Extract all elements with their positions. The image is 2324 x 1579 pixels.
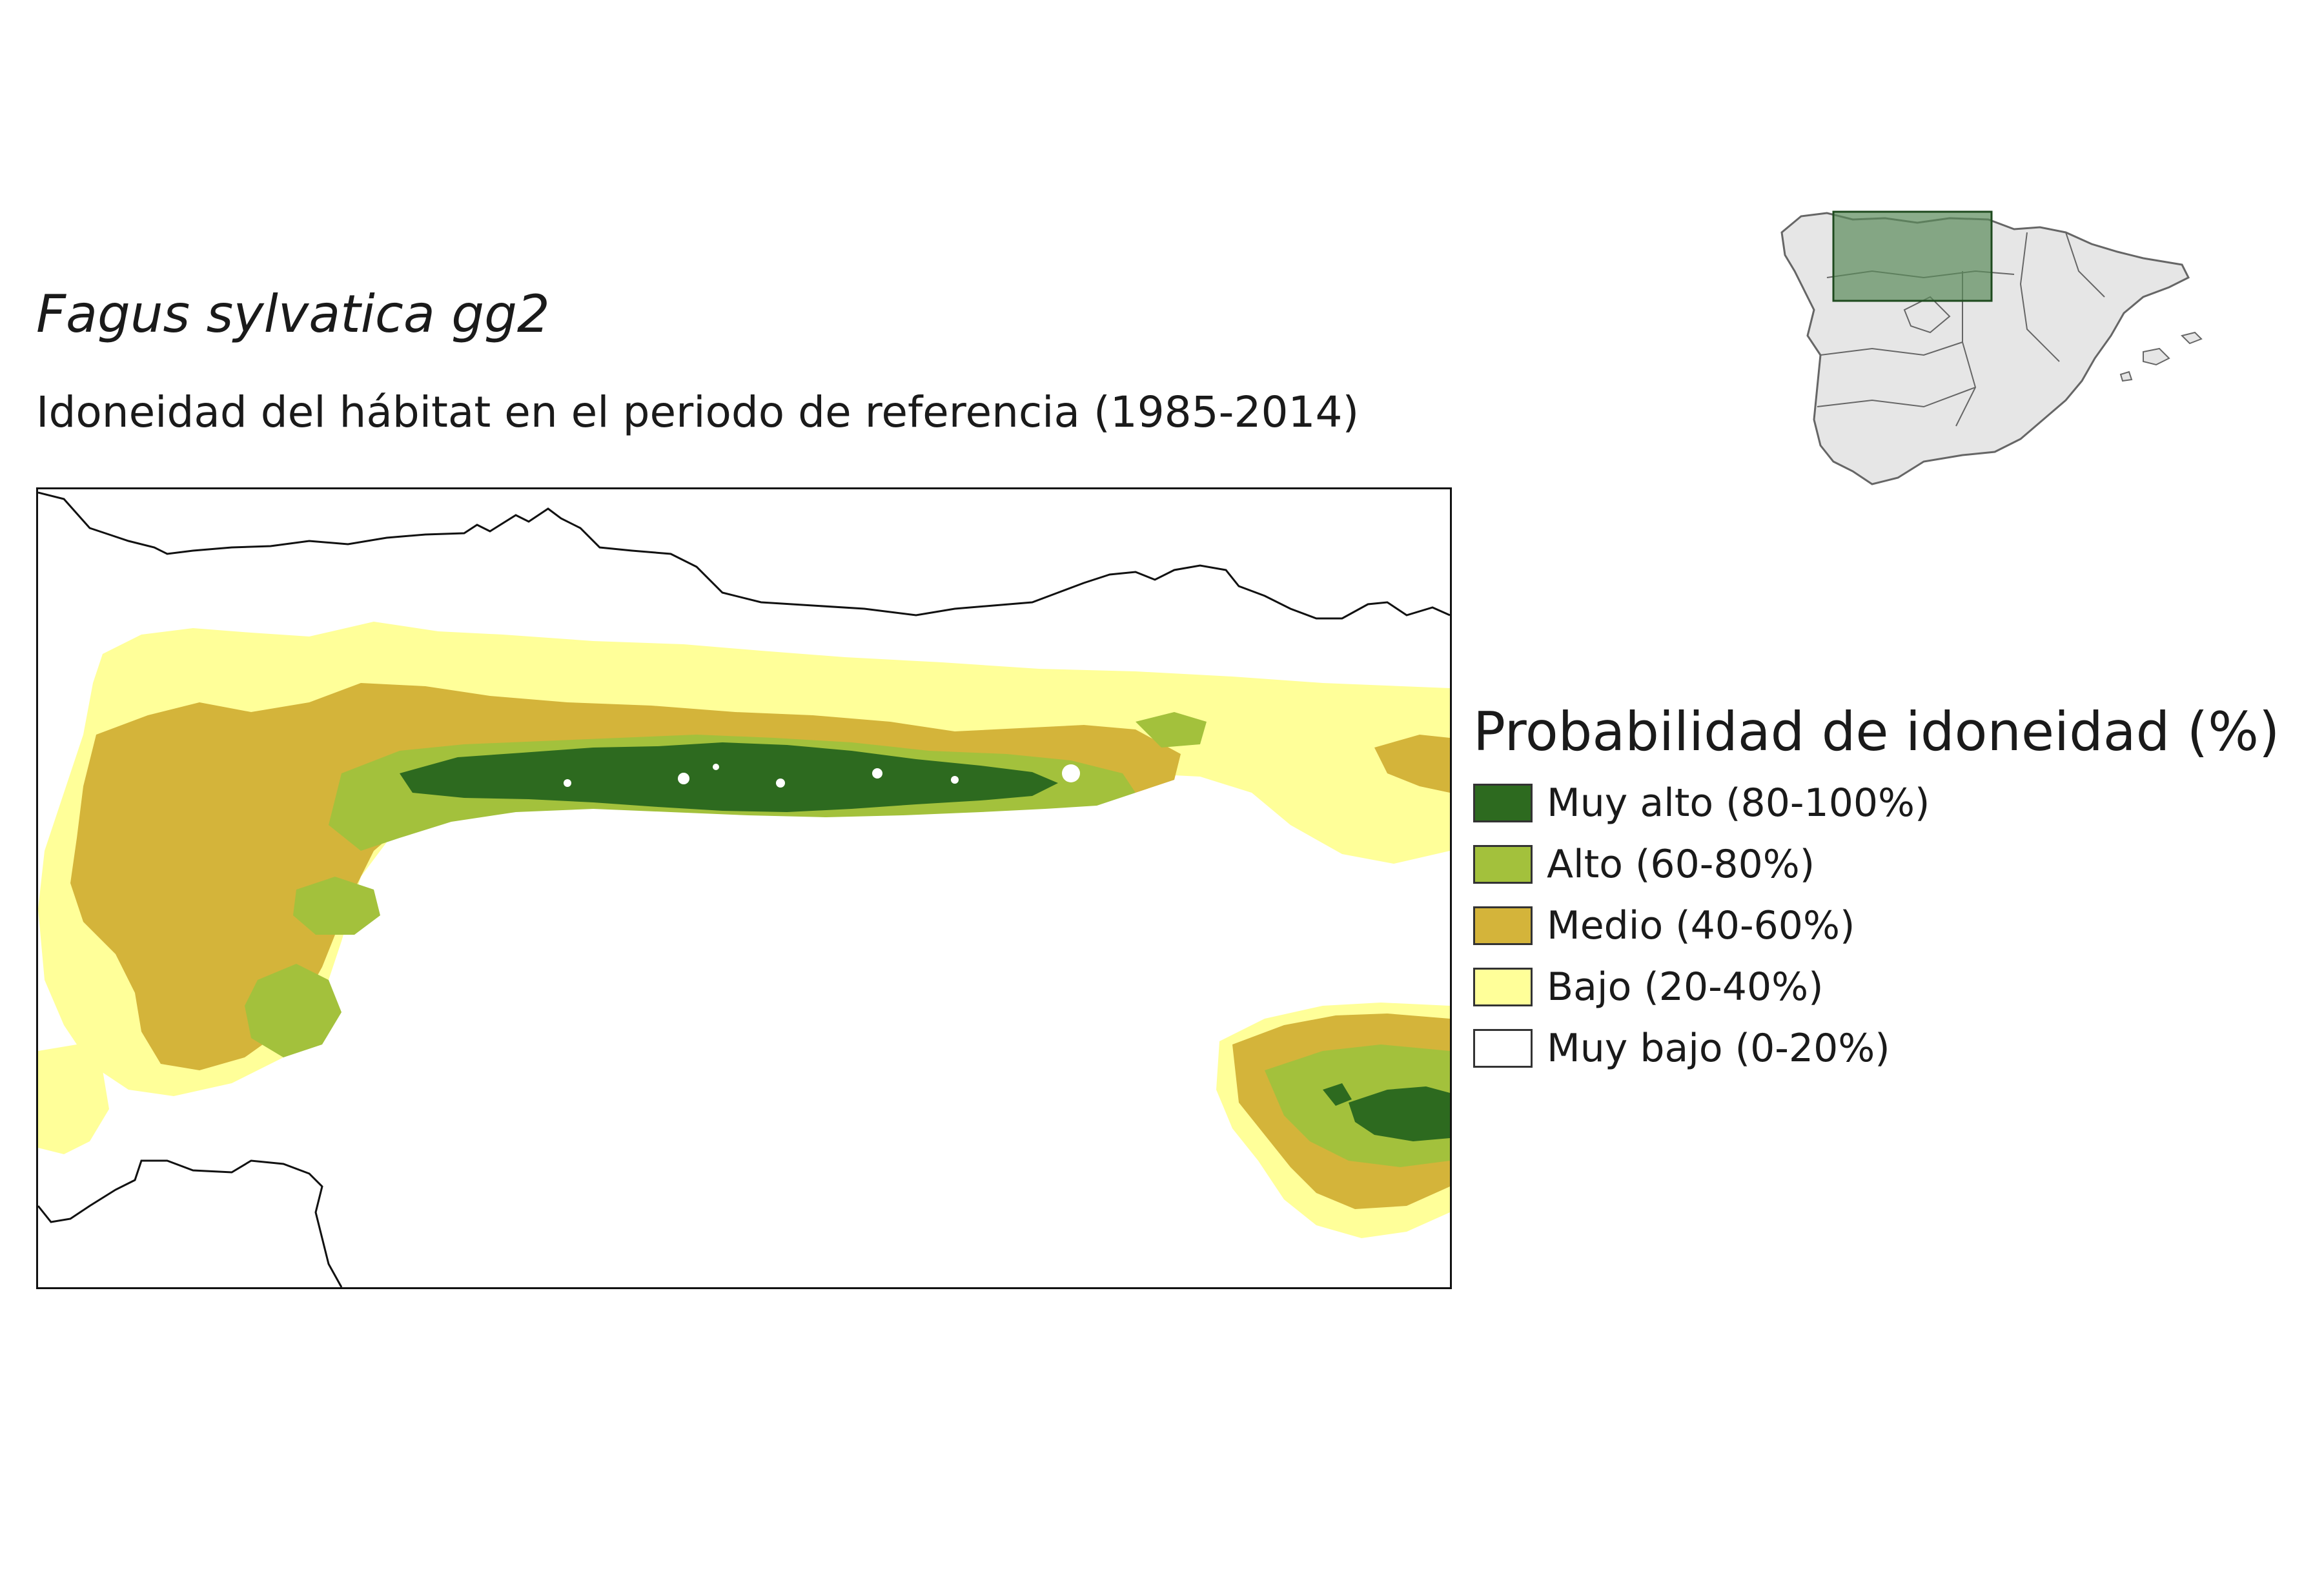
legend-item: Muy bajo (0-20%) bbox=[1473, 1017, 2279, 1079]
legend-label: Medio (40-60%) bbox=[1547, 902, 1855, 948]
legend-swatch bbox=[1473, 967, 1533, 1006]
suitability-muy-alto-layer bbox=[400, 742, 1450, 1141]
legend-label: Bajo (20-40%) bbox=[1547, 964, 1824, 1010]
legend-item: Muy alto (80-100%) bbox=[1473, 772, 2279, 833]
balearic-islands bbox=[2119, 331, 2203, 382]
legend-swatch bbox=[1473, 844, 1533, 884]
map-subtitle: Idoneidad del hábitat en el periodo de r… bbox=[36, 387, 1360, 437]
legend-item: Medio (40-60%) bbox=[1473, 895, 2279, 956]
legend-label: Alto (60-80%) bbox=[1547, 841, 1815, 887]
regional-border bbox=[38, 1159, 343, 1287]
legend-items: Muy alto (80-100%) Alto (60-80%) Medio (40… bbox=[1473, 772, 2279, 1079]
legend: Probabilidad de idoneidad (%) Muy alto (… bbox=[1473, 700, 2279, 1079]
habitat-suitability-map bbox=[38, 491, 1450, 1287]
legend-label: Muy bajo (0-20%) bbox=[1547, 1025, 1890, 1071]
map-title: Fagus sylvatica gg2 bbox=[36, 284, 550, 344]
legend-item: Alto (60-80%) bbox=[1473, 833, 2279, 895]
spain-locator-svg bbox=[1780, 210, 2203, 485]
legend-label: Muy alto (80-100%) bbox=[1547, 780, 1930, 826]
legend-swatch bbox=[1473, 1028, 1533, 1068]
suitability-gaps bbox=[564, 764, 1080, 788]
legend-swatch bbox=[1473, 783, 1533, 822]
inset-locator-map bbox=[1756, 194, 2221, 581]
coastline bbox=[38, 491, 1450, 620]
main-map[interactable] bbox=[36, 487, 1452, 1289]
study-area-highlight bbox=[1832, 210, 1993, 302]
legend-title: Probabilidad de idoneidad (%) bbox=[1473, 700, 2280, 763]
legend-swatch bbox=[1473, 906, 1533, 945]
legend-item: Bajo (20-40%) bbox=[1473, 956, 2279, 1017]
